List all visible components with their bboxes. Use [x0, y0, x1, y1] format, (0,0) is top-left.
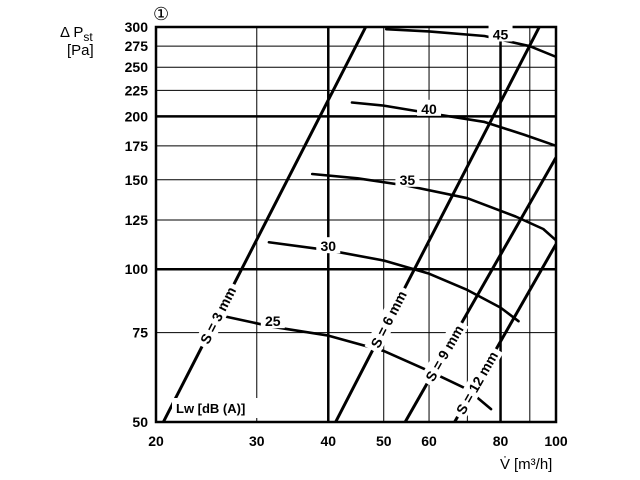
setting-label-bg-2: [419, 318, 469, 388]
x-tick-label-100: 100: [544, 433, 568, 449]
x-tick-label-20: 20: [148, 433, 164, 449]
x-axis-label: V̇ [m³/h]: [500, 456, 552, 473]
x-tick-label-40: 40: [320, 433, 336, 449]
setting-line-S-6-mm: [334, 27, 541, 422]
setting-label-bg-3: [449, 344, 504, 421]
x-tick-label-60: 60: [421, 433, 437, 449]
y-tick-label-100: 100: [125, 261, 149, 277]
y-axis-symbol: Δ P: [60, 24, 83, 41]
legend-background: [172, 398, 262, 418]
y-tick-label-300: 300: [125, 19, 149, 35]
y-tick-label-250: 250: [125, 59, 149, 75]
noise-label-bg-25: [260, 312, 285, 329]
grid: [155, 26, 557, 423]
noise-label-45: 45: [493, 26, 509, 42]
noise-label-bg-45: [488, 25, 513, 42]
y-tick-label-150: 150: [125, 172, 149, 188]
x-tick-label-50: 50: [376, 433, 392, 449]
setting-label-1: S = 6 mm: [367, 288, 410, 350]
setting-line-S-3-mm: [162, 27, 368, 422]
setting-label-bg-0: [194, 280, 242, 351]
setting-label-group-0: S = 3 mm: [194, 280, 242, 351]
y-tick-label-175: 175: [125, 138, 149, 154]
y-tick-label-275: 275: [125, 38, 149, 54]
x-tick-label-30: 30: [249, 433, 265, 449]
setting-label-0: S = 3 mm: [197, 284, 239, 346]
noise-label-35: 35: [400, 172, 416, 188]
setting-label-bg-1: [364, 284, 412, 355]
noise-curve-40: [350, 101, 556, 148]
setting-label-group-1: S = 6 mm: [364, 284, 412, 355]
tick-labels: 50 75 100 125 150 175 200 225 250 275 300 20 30 40 50 6…: [125, 19, 568, 449]
x-axis-unit: [m³/h]: [514, 456, 552, 473]
plot-frame: [154, 25, 558, 424]
y-tick-label-50: 50: [132, 414, 148, 430]
x-tick-label-80: 80: [493, 433, 509, 449]
y-tick-label-75: 75: [132, 325, 148, 341]
noise-label-30: 30: [320, 238, 336, 254]
noise-curve-35: [310, 172, 556, 242]
setting-label-group-3: S = 12 mm: [449, 344, 504, 421]
y-tick-label-125: 125: [125, 212, 149, 228]
y-tick-label-225: 225: [125, 82, 149, 98]
noise-curve-45: [384, 27, 556, 59]
figure-marker: ①: [153, 4, 169, 24]
noise-label-25: 25: [265, 313, 281, 329]
y-axis-subscript: st: [83, 30, 93, 44]
legend-label: Lw [dB (A)]: [176, 401, 245, 416]
y-axis-label: Δ Pst: [60, 24, 93, 44]
x-axis-symbol: V̇: [500, 456, 510, 473]
y-tick-label-200: 200: [125, 108, 149, 124]
setting-label-3: S = 12 mm: [453, 349, 501, 417]
noise-label-bg-30: [316, 237, 341, 254]
noise-label-bg-40: [417, 99, 442, 116]
noise-curves: [219, 27, 556, 411]
noise-label-bg-35: [395, 170, 420, 187]
y-axis-unit: [Pa]: [67, 42, 94, 59]
noise-label-40: 40: [421, 101, 437, 117]
